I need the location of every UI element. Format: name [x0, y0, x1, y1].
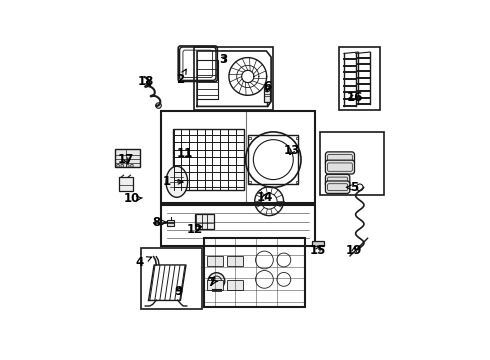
Bar	[312, 241, 324, 246]
Text: 11: 11	[177, 147, 193, 160]
Bar	[227, 256, 244, 266]
Bar	[197, 60, 218, 99]
Bar	[248, 181, 250, 184]
FancyBboxPatch shape	[325, 152, 355, 166]
FancyBboxPatch shape	[325, 181, 350, 193]
Text: 12: 12	[187, 223, 203, 236]
Text: 19: 19	[346, 244, 363, 257]
Text: 1: 1	[163, 175, 183, 188]
FancyBboxPatch shape	[325, 174, 350, 187]
Circle shape	[208, 273, 225, 289]
Bar	[296, 181, 298, 184]
Bar	[265, 90, 270, 102]
Text: 13: 13	[284, 144, 300, 157]
Bar	[168, 220, 174, 226]
Text: 8: 8	[152, 216, 168, 229]
Bar	[195, 214, 214, 229]
Bar	[204, 238, 305, 307]
Bar	[296, 137, 298, 139]
Text: 6: 6	[263, 81, 271, 94]
FancyBboxPatch shape	[325, 160, 355, 174]
Circle shape	[156, 103, 161, 108]
Bar	[173, 129, 244, 190]
Ellipse shape	[166, 166, 188, 197]
Text: 3: 3	[219, 53, 227, 66]
Text: 2: 2	[176, 69, 186, 86]
Bar	[161, 111, 315, 203]
Bar	[248, 137, 250, 139]
Bar	[207, 280, 223, 291]
Circle shape	[117, 164, 120, 167]
Circle shape	[121, 164, 123, 167]
Bar	[119, 177, 133, 191]
Text: 10: 10	[123, 193, 142, 206]
Bar	[195, 46, 273, 110]
Text: 5: 5	[346, 181, 358, 194]
Bar	[115, 149, 140, 167]
Text: 9: 9	[174, 285, 183, 298]
Circle shape	[126, 164, 129, 167]
Bar	[339, 47, 380, 110]
Circle shape	[130, 164, 133, 167]
Text: 15: 15	[310, 244, 326, 257]
Text: 4: 4	[136, 256, 151, 269]
Text: 17: 17	[118, 153, 134, 166]
Text: 14: 14	[256, 190, 272, 203]
Bar	[248, 135, 298, 184]
Bar	[212, 288, 221, 291]
Bar	[227, 280, 244, 291]
Bar	[141, 248, 202, 309]
Text: 7: 7	[207, 276, 218, 289]
Text: 16: 16	[347, 91, 363, 104]
Bar	[320, 132, 384, 195]
Bar	[207, 256, 223, 266]
Bar	[161, 205, 315, 246]
Text: 18: 18	[138, 75, 154, 88]
